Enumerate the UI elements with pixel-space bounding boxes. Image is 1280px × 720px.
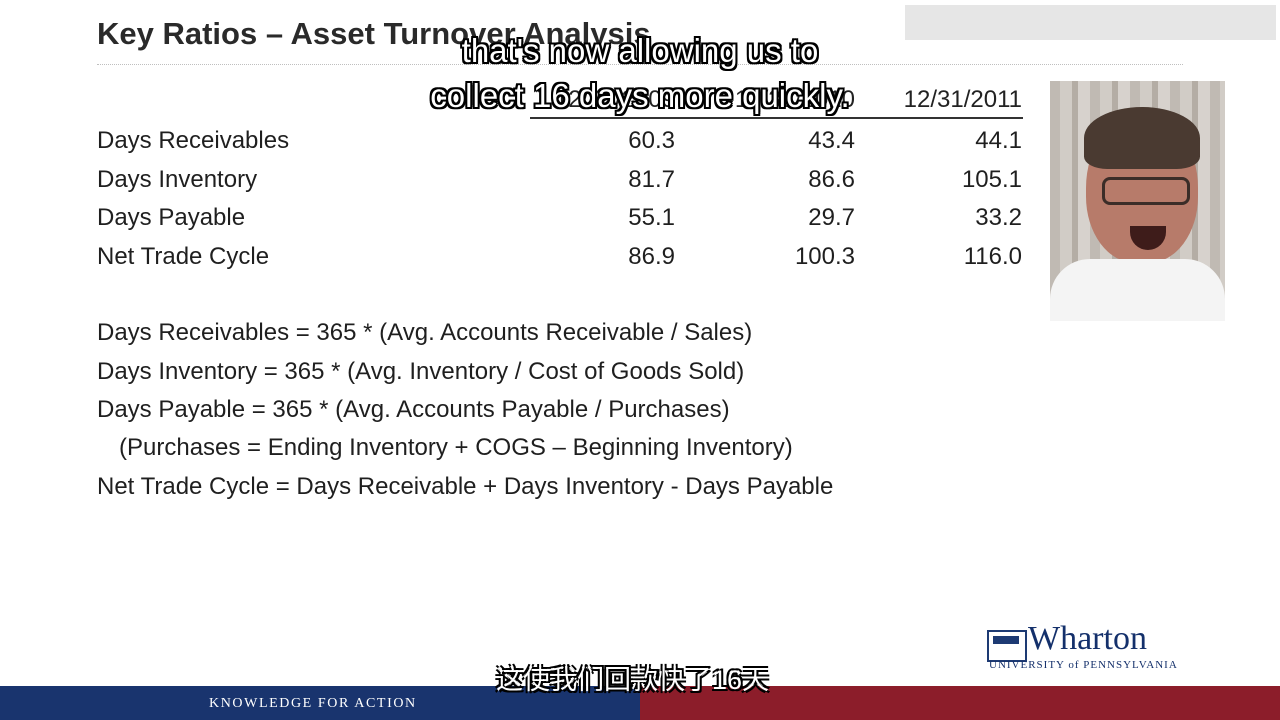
- table-header: 12/31/2009 12/31/2010 12/31/2011: [0, 86, 1280, 118]
- row-label: Days Receivables: [97, 127, 290, 154]
- formula-days-inventory: Days Inventory = 365 * (Avg. Inventory /…: [97, 358, 745, 385]
- footer-bar-navy: [0, 686, 640, 720]
- wharton-logo-name: Wharton: [1028, 620, 1147, 657]
- table-cell: 105.1: [961, 166, 1022, 193]
- column-header-2011: 12/31/2011: [903, 86, 1022, 113]
- wharton-logo-subtitle: UNIVERSITY of PENNSYLVANIA: [989, 659, 1178, 671]
- formula-days-payable: Days Payable = 365 * (Avg. Accounts Paya…: [97, 396, 730, 423]
- formula-days-receivables: Days Receivables = 365 * (Avg. Accounts …: [97, 319, 753, 346]
- row-label: Days Inventory: [97, 166, 258, 193]
- chinese-subtitle: 这使我们回款快了16天: [496, 665, 770, 695]
- formula-purchases: (Purchases = Ending Inventory + COGS – B…: [119, 434, 793, 461]
- presenter-shirt: [1050, 259, 1225, 321]
- table-row: Net Trade Cycle 86.9 100.3 116.0: [0, 243, 1040, 279]
- table-cell: 43.4: [808, 127, 855, 154]
- table-cell: 29.7: [808, 204, 855, 231]
- table-cell: 86.9: [628, 243, 675, 270]
- table-row: Days Inventory 81.7 86.6 105.1: [0, 166, 1040, 202]
- slide-title: Key Ratios – Asset Turnover Analysis: [97, 16, 651, 51]
- table-cell: 55.1: [628, 204, 675, 231]
- table-cell: 44.1: [975, 127, 1022, 154]
- table-cell: 116.0: [963, 243, 1022, 270]
- table-header-underline: [530, 117, 1023, 119]
- footer-bar-maroon: [640, 686, 1280, 720]
- table-row: Days Receivables 60.3 43.4 44.1: [0, 127, 1040, 163]
- formula-net-trade-cycle: Net Trade Cycle = Days Receivable + Days…: [97, 473, 834, 500]
- footer-tagline: KNOWLEDGE FOR ACTION: [209, 696, 417, 711]
- table-cell: 81.7: [628, 166, 675, 193]
- table-cell: 60.3: [628, 127, 675, 154]
- wharton-logo: Wharton UNIVERSITY of PENNSYLVANIA: [987, 620, 1197, 673]
- presenter-hair: [1084, 107, 1200, 169]
- table-cell: 33.2: [975, 204, 1022, 231]
- english-subtitle-line-2: collect 16 days more quickly.: [430, 77, 850, 114]
- row-label: Days Payable: [97, 204, 246, 231]
- glasses-icon: [1102, 177, 1190, 205]
- title-divider: [97, 64, 1183, 65]
- presenter-video: [1050, 81, 1225, 321]
- english-subtitle-line-1: that's now allowing us to: [461, 32, 819, 69]
- penn-shield-icon: [987, 630, 1027, 662]
- english-subtitle: that's now allowing us to collect 16 day…: [380, 28, 900, 118]
- top-right-gray-panel: [905, 5, 1276, 40]
- table-cell: 100.3: [794, 243, 855, 270]
- table-row: Days Payable 55.1 29.7 33.2: [0, 204, 1040, 240]
- column-header-2010: 12/31/2010: [734, 86, 855, 113]
- column-header-2009: 12/31/2009: [554, 86, 675, 113]
- row-label: Net Trade Cycle: [97, 243, 270, 270]
- table-cell: 86.6: [808, 166, 855, 193]
